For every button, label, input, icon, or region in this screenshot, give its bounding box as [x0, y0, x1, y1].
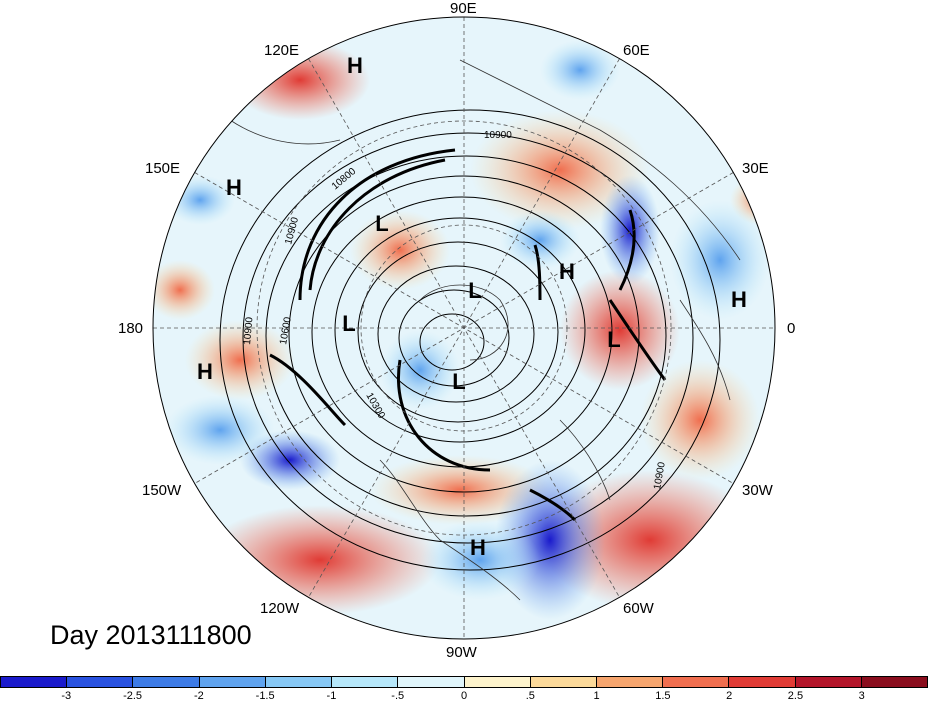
pressure-center-l: L [452, 369, 466, 394]
colorbar-tick-label: -2.5 [123, 690, 143, 702]
pressure-center-l: L [342, 311, 356, 336]
colorbar-swatch [596, 677, 664, 687]
lon-label-150w: 150W [142, 482, 182, 499]
colorbar-swatch [67, 677, 134, 687]
pressure-center-l: L [607, 327, 621, 352]
lon-label-120w: 120W [260, 600, 300, 617]
contour-label: 10900 [484, 130, 512, 141]
pressure-center-h: H [731, 287, 747, 312]
colorbar-swatch [464, 677, 531, 687]
colorbar-tick-label: -1.5 [255, 690, 275, 702]
colorbar-swatch [729, 677, 796, 687]
height-contours [219, 109, 721, 571]
lon-label-150e: 150E [145, 160, 181, 177]
map-title: Day 2013111800 [50, 620, 252, 650]
lon-label-120e: 120E [264, 42, 300, 59]
colorbar-tick-label: 0 [460, 690, 468, 702]
lon-label-90e: 90E [450, 0, 477, 17]
pressure-center-h: H [197, 359, 213, 384]
lon-label-90w: 90W [446, 644, 477, 661]
map-border [152, 16, 776, 640]
pressure-center-l: L [375, 211, 389, 236]
colorbar-tick-label: 2 [726, 690, 733, 702]
colorbar-tick-label: .5 [525, 690, 535, 702]
lon-label-180: 180 [118, 320, 144, 337]
colorbar-swatch [332, 677, 399, 687]
lon-label-30w: 30W [742, 482, 773, 499]
colorbar-tick-label: 1.5 [655, 690, 671, 702]
colorbar-swatch [398, 677, 465, 687]
contour-label: 10600 [278, 316, 294, 346]
pressure-center-l: L [468, 278, 482, 303]
colorbar-swatch [663, 677, 730, 687]
lon-label-60w: 60W [623, 600, 654, 617]
colorbar-swatch [199, 677, 266, 687]
coastlines [229, 59, 741, 601]
graticule [153, 17, 775, 639]
colorbar-tick-label: -.5 [391, 690, 405, 702]
colorbar-swatch [265, 677, 333, 687]
colorbar-swatch [530, 677, 597, 687]
colorbar-tick-label: 3 [858, 690, 865, 702]
colorbar-tick-label: 2.5 [787, 690, 804, 702]
lon-label-60e: 60E [623, 42, 650, 59]
lon-label-30e: 30E [742, 160, 769, 177]
colorbar-swatch [795, 677, 862, 687]
colorbar-swatch [861, 677, 928, 687]
contour-label: 10900 [652, 461, 668, 491]
anomaly-shading [153, 17, 775, 639]
colorbar-tick-label: -1 [326, 690, 337, 702]
colorbar-tick-label: -3 [61, 690, 72, 702]
pressure-center-h: H [347, 53, 363, 78]
colorbar-swatch [133, 677, 200, 687]
contour-label-group: 10900 10900 10800 10900 10600 10300 1090… [242, 130, 668, 491]
colorbar-tick-label: 1 [593, 690, 600, 702]
contour-label: 10900 [242, 316, 255, 345]
pressure-center-h: H [470, 535, 486, 560]
colorbar [0, 676, 928, 688]
pressure-center-h: H [559, 259, 575, 284]
lon-label-0: 0 [787, 320, 796, 337]
colorbar-swatch [1, 677, 68, 687]
jet-streaks [269, 148, 667, 522]
colorbar-tick-label: -2 [193, 690, 204, 702]
pressure-center-h: H [226, 175, 242, 200]
